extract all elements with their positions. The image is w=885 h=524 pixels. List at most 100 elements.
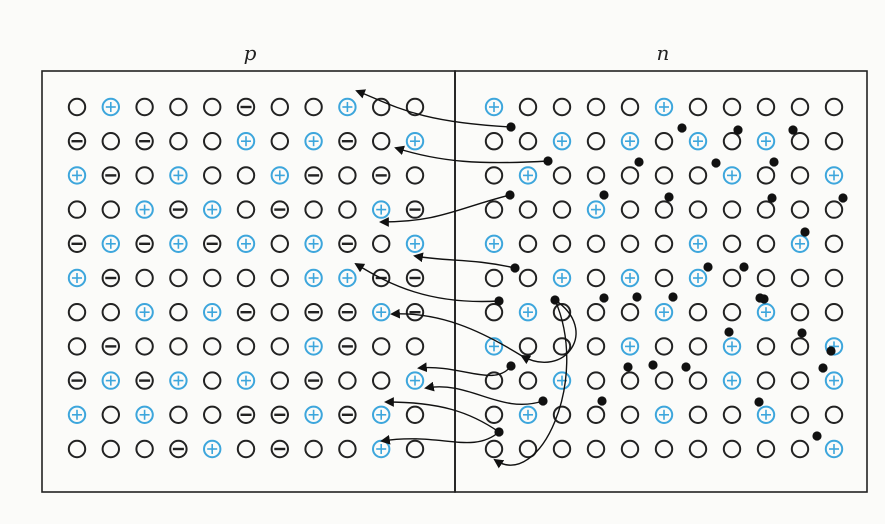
host-atom-icon — [722, 405, 742, 424]
free-electron-icon — [677, 123, 687, 133]
host-atom-icon — [790, 97, 810, 117]
donor-ion-icon — [338, 268, 357, 288]
electron-path-arrow — [413, 252, 516, 269]
host-atom-icon — [236, 268, 256, 288]
host-atom-icon — [67, 97, 87, 117]
host-atom-icon — [236, 166, 256, 185]
free-electron-icon — [788, 125, 798, 135]
acceptor-ion-icon — [135, 234, 154, 254]
host-atom-icon — [270, 337, 289, 356]
host-atom-icon — [586, 132, 606, 151]
acceptor-ion-icon — [338, 132, 357, 151]
free-electron-icon — [550, 295, 560, 305]
free-electron-icon — [767, 193, 777, 203]
host-atom-icon — [169, 337, 188, 356]
host-atom-icon — [518, 200, 538, 219]
host-atom-icon — [722, 234, 742, 254]
host-atom-icon — [101, 303, 121, 322]
donor-ion-icon — [405, 132, 425, 151]
host-atom-icon — [67, 200, 87, 219]
host-atom-icon — [756, 337, 776, 356]
host-atom-icon — [620, 97, 640, 117]
donor-ion-icon — [552, 268, 572, 288]
host-atom-icon — [790, 303, 810, 322]
donor-ion-icon — [304, 268, 323, 288]
n-region-label: n — [657, 41, 670, 65]
host-atom-icon — [620, 439, 640, 459]
acceptor-ion-icon — [67, 132, 87, 151]
host-atom-icon — [654, 268, 674, 288]
host-atom-icon — [169, 132, 188, 151]
donor-ion-icon — [101, 234, 121, 254]
host-atom-icon — [790, 132, 810, 151]
host-atom-icon — [688, 439, 708, 459]
p-region-label: p — [244, 41, 257, 65]
host-atom-icon — [484, 200, 504, 219]
donor-ion-icon — [67, 405, 87, 424]
free-electron-icon — [769, 157, 779, 167]
donor-ion-icon — [756, 303, 776, 322]
acceptor-ion-icon — [169, 200, 188, 219]
host-atom-icon — [654, 337, 674, 356]
donor-ion-icon — [203, 439, 222, 459]
free-electron-icon — [599, 190, 609, 200]
electron-path-arrow — [354, 262, 500, 303]
host-atom-icon — [169, 97, 188, 117]
donor-ion-icon — [824, 371, 844, 390]
electron-path-arrow — [493, 299, 568, 469]
host-atom-icon — [620, 166, 640, 185]
free-electron-icon — [703, 262, 713, 272]
donor-ion-icon — [654, 303, 674, 322]
free-electron-icon — [494, 296, 504, 306]
host-atom-icon — [586, 303, 606, 322]
host-atom-icon — [236, 337, 256, 356]
host-atom-icon — [518, 371, 538, 390]
host-atom-icon — [135, 337, 154, 356]
host-atom-icon — [270, 371, 289, 390]
host-atom-icon — [67, 337, 87, 356]
donor-ion-icon — [518, 166, 538, 185]
acceptor-ion-icon — [169, 439, 188, 459]
donor-ion-icon — [372, 303, 391, 322]
host-atom-icon — [586, 268, 606, 288]
acceptor-ion-icon — [304, 166, 323, 185]
host-atom-icon — [790, 166, 810, 185]
donor-ion-icon — [169, 166, 188, 185]
donor-ion-icon — [620, 268, 640, 288]
acceptor-ion-icon — [101, 268, 121, 288]
host-atom-icon — [722, 132, 742, 151]
host-atom-icon — [552, 200, 572, 219]
donor-ion-icon — [722, 337, 742, 356]
host-atom-icon — [405, 337, 425, 356]
host-atom-icon — [654, 132, 674, 151]
host-atom-icon — [586, 234, 606, 254]
donor-ion-icon — [304, 405, 323, 424]
host-atom-icon — [135, 97, 154, 117]
host-atom-icon — [790, 337, 810, 356]
host-atom-icon — [824, 303, 844, 322]
host-atom-icon — [756, 234, 776, 254]
donor-ion-icon — [372, 200, 391, 219]
host-atom-icon — [722, 200, 742, 219]
donor-ion-icon — [688, 234, 708, 254]
host-atom-icon — [518, 132, 538, 151]
host-atom-icon — [586, 337, 606, 356]
host-atom-icon — [824, 268, 844, 288]
free-electron-icon — [664, 192, 674, 202]
host-atom-icon — [722, 303, 742, 322]
host-atom-icon — [338, 166, 357, 185]
p-region-lattice — [67, 97, 425, 459]
donor-ion-icon — [101, 97, 121, 117]
host-atom-icon — [135, 439, 154, 459]
host-atom-icon — [518, 268, 538, 288]
free-electron-icon — [506, 361, 516, 371]
donor-ion-icon — [135, 405, 154, 424]
donor-ion-icon — [236, 371, 256, 390]
donor-ion-icon — [586, 200, 606, 219]
host-atom-icon — [270, 303, 289, 322]
host-atom-icon — [484, 303, 504, 322]
free-electron-icon — [599, 293, 609, 303]
acceptor-ion-icon — [372, 166, 391, 185]
acceptor-ion-icon — [304, 303, 323, 322]
